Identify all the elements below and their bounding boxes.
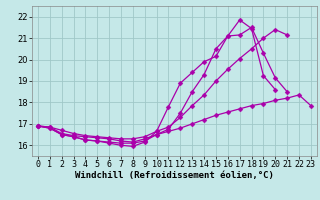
- X-axis label: Windchill (Refroidissement éolien,°C): Windchill (Refroidissement éolien,°C): [75, 171, 274, 180]
